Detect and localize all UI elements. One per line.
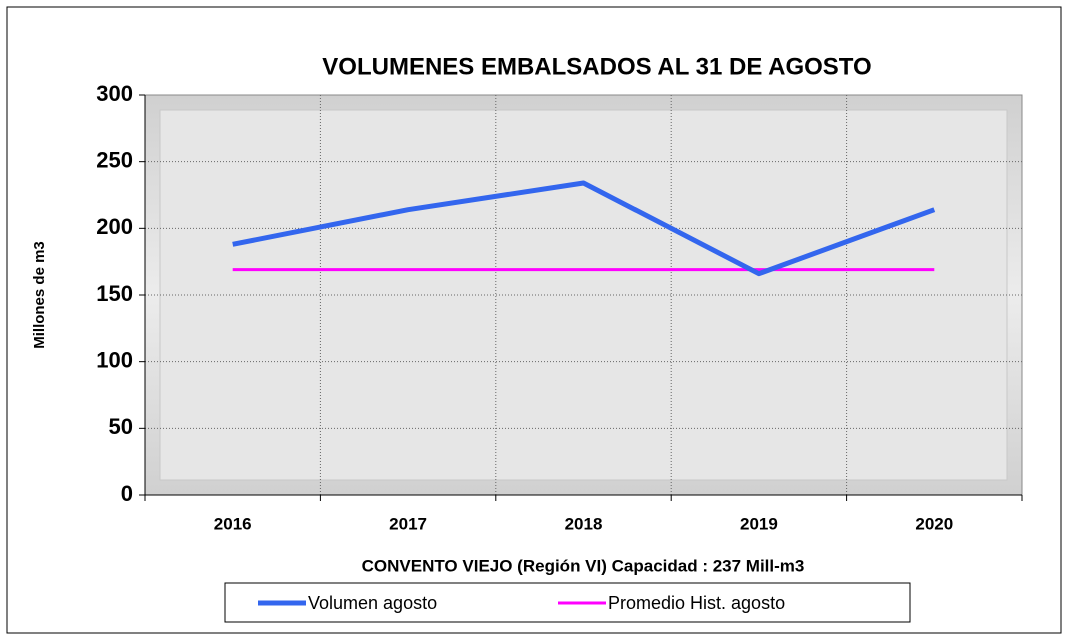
x-axis-label: CONVENTO VIEJO (Región VI) Capacidad : 2… (362, 556, 805, 575)
y-axis-label: Millones de m3 (31, 241, 48, 349)
y-tick-label: 300 (96, 81, 133, 106)
legend-label: Promedio Hist. agosto (608, 593, 785, 613)
y-tick-label: 100 (96, 347, 133, 372)
x-tick-label: 2017 (389, 514, 427, 533)
y-tick-label: 150 (96, 281, 133, 306)
x-tick-label: 2019 (740, 514, 778, 533)
x-tick-label: 2016 (214, 514, 252, 533)
y-tick-label: 250 (96, 147, 133, 172)
x-tick-label: 2018 (565, 514, 603, 533)
data-line (232, 180, 936, 277)
legend-label: Volumen agosto (308, 593, 437, 613)
y-tick-label: 0 (121, 481, 133, 506)
y-tick-label: 50 (109, 414, 133, 439)
y-tick-label: 200 (96, 214, 133, 239)
x-tick-label: 2020 (915, 514, 953, 533)
chart-title: VOLUMENES EMBALSADOS AL 31 DE AGOSTO (322, 53, 871, 80)
